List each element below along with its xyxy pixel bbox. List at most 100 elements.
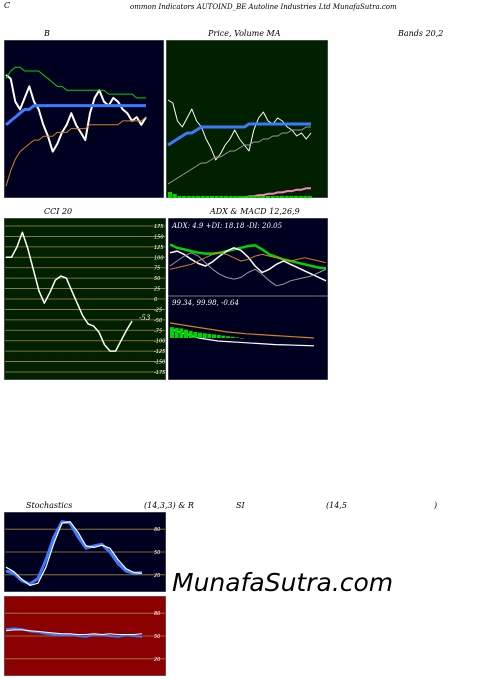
cci-tick-label: -175 <box>154 370 165 376</box>
stochastics-k-line <box>5 520 143 586</box>
macd-chart <box>168 296 328 380</box>
bollinger-label: B <box>44 29 50 38</box>
volume-bar <box>270 196 275 198</box>
stochastics-tick-label: 50 <box>154 550 160 556</box>
stochastics-d-line <box>5 521 143 587</box>
adx-values-text: ADX: 4.9 +DI: 18.18 -DI: 20.05 <box>172 222 283 230</box>
rsi-rsi-signal-line <box>5 629 143 635</box>
bollinger-middle-band-line <box>5 104 146 126</box>
stochastics-panel: 80 50 20 <box>4 512 166 592</box>
rsi-tick-label: 80 <box>154 611 160 617</box>
bollinger-lower-band-line <box>5 116 147 187</box>
cci-tick-label: 175 <box>154 224 164 230</box>
stochastics-params-label: (14,3,3) & R <box>144 501 194 510</box>
pv-ma-short-line <box>167 122 311 147</box>
volume-bar <box>275 196 280 198</box>
rsi-chart: 80 50 20 <box>4 596 166 676</box>
volume-bar <box>280 196 284 198</box>
macd-histogram-bar <box>202 333 207 338</box>
cci-tick-label: 75 <box>154 266 160 272</box>
macd-histogram-bar <box>174 327 179 338</box>
volume-bar <box>214 196 219 198</box>
volume-bar <box>205 196 210 198</box>
cci-panel: 175 150 125 100 75 50 25 0 -25 -50 -75 -100 -125 -150… <box>4 218 166 380</box>
volume-bar <box>298 196 303 198</box>
macd-histogram-bar <box>193 332 198 338</box>
macd-histogram-bar <box>216 335 221 338</box>
chart-page-title: ommon Indicators AUTOIND_BE Autoline Ind… <box>130 3 397 11</box>
macd-histogram-bar <box>221 335 226 338</box>
rsi-si-label: SI <box>236 501 245 510</box>
macd-histogram-bar <box>235 337 240 338</box>
volume-bar <box>247 196 252 198</box>
volume-bar <box>238 196 242 198</box>
macd-histogram-bar <box>240 338 244 339</box>
stochastics-label: Stochastics <box>26 501 73 510</box>
volume-bar <box>168 192 172 198</box>
volume-bar <box>210 196 214 198</box>
volume-bar <box>242 196 247 198</box>
bands-label: Bands 20,2 <box>398 29 444 38</box>
bollinger-upper-band-line <box>5 66 146 99</box>
volume-bar <box>172 194 177 198</box>
adx-adx-line <box>169 243 327 270</box>
macd-histogram-bar <box>207 333 212 338</box>
pv-price-line <box>167 99 312 161</box>
volume-bar <box>224 196 228 198</box>
macd-histogram-bar <box>198 332 202 338</box>
cci-tick-label: 100 <box>154 255 164 261</box>
bollinger-panel <box>4 40 164 198</box>
volume-bar <box>266 196 270 198</box>
volume-bar <box>256 196 261 198</box>
volume-bar <box>294 196 298 198</box>
macd-histogram-bar <box>179 328 184 338</box>
volume-bar <box>261 196 266 198</box>
adx-minus-di-line <box>169 252 327 270</box>
volume-bar <box>233 196 238 198</box>
bollinger-chart <box>4 40 164 198</box>
cci-tick-label: -50 <box>154 318 162 324</box>
price-volume-panel <box>166 40 328 198</box>
macd-histogram-bar <box>170 327 174 338</box>
volume-bar <box>191 196 196 198</box>
adx-di-aux-line <box>169 252 327 287</box>
stochastics-chart: 80 50 20 <box>4 512 166 592</box>
header-c-letter: C <box>4 1 11 10</box>
cci-tick-label: -25 <box>154 307 162 313</box>
bollinger-price-line <box>5 74 147 153</box>
volume-bar <box>228 196 233 198</box>
cci-tick-label: -150 <box>154 360 165 366</box>
cci-tick-label: 125 <box>154 245 164 251</box>
macd-signal-line <box>169 322 315 339</box>
pv-ma-long-line <box>167 126 311 185</box>
rsi-close-paren-label: ) <box>434 501 438 510</box>
volume-bar <box>252 196 256 198</box>
volume-bar <box>186 196 191 198</box>
cci-tick-label: 25 <box>154 287 160 293</box>
rsi-params-label: (14,5 <box>326 501 347 510</box>
volume-bar <box>177 196 182 198</box>
macd-panel: 99.34, 99.98, -0.64 <box>168 296 328 380</box>
adx-chart <box>168 218 328 296</box>
rsi-tick-label: 20 <box>154 657 160 663</box>
volume-bar <box>182 196 186 198</box>
macd-histogram-bar <box>226 336 230 338</box>
stochastics-tick-label: 20 <box>154 573 160 579</box>
cci-tick-label: -75 <box>154 328 162 334</box>
volume-bar <box>200 196 205 198</box>
adx-panel: ADX: 4.9 +DI: 18.18 -DI: 20.05 <box>168 218 328 296</box>
rsi-tick-label: 50 <box>154 634 160 640</box>
volume-bar <box>303 196 308 198</box>
cci-value-label: -53 <box>139 314 151 322</box>
stochastics-tick-label: 80 <box>154 527 160 533</box>
cci-tick-label: 0 <box>154 297 157 303</box>
bollinger-background <box>4 40 164 198</box>
cci-tick-label: -100 <box>154 339 165 345</box>
cci-tick-label: 50 <box>154 276 160 282</box>
volume-bar <box>308 196 312 198</box>
volume-bar <box>196 196 200 198</box>
volume-bar <box>219 196 224 198</box>
adx-macd-label: ADX & MACD 12,26,9 <box>210 207 300 216</box>
cci-tick-label: 150 <box>154 234 164 240</box>
macd-histogram-bar <box>184 329 188 338</box>
